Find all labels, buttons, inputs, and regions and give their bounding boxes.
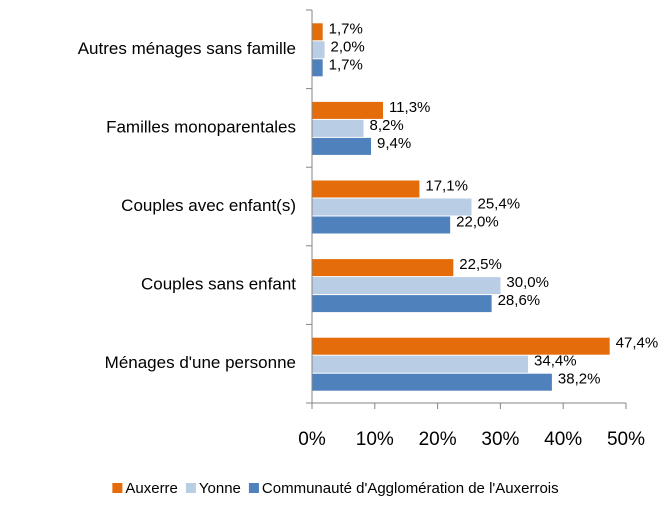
legend-swatch <box>185 483 196 493</box>
legend-swatch <box>248 483 259 493</box>
x-tick-label: 50% <box>607 429 645 450</box>
legend-label: Yonne <box>199 480 241 497</box>
category-label: Ménages d'une personne <box>105 353 296 372</box>
bar <box>312 216 451 234</box>
bar <box>312 373 552 391</box>
value-label: 11,3% <box>389 99 430 116</box>
value-label: 28,6% <box>498 292 541 309</box>
value-label: 22,0% <box>456 213 499 230</box>
value-label: 30,0% <box>506 274 549 291</box>
category-label: Couples avec enfant(s) <box>121 196 296 215</box>
bar <box>312 295 492 313</box>
legend-label: Communauté d'Agglomération de l'Auxerroi… <box>262 480 559 497</box>
bar <box>312 119 364 137</box>
bar <box>312 277 501 295</box>
value-label: 25,4% <box>478 195 521 212</box>
legend-label: Auxerre <box>125 480 178 497</box>
category-label: Autres ménages sans famille <box>78 39 296 58</box>
value-label: 34,4% <box>534 353 577 370</box>
value-label: 1,7% <box>329 20 363 37</box>
x-tick-label: 20% <box>419 429 457 450</box>
value-label: 8,2% <box>369 117 403 134</box>
category-label: Couples sans enfant <box>141 275 296 294</box>
legend-swatch <box>112 483 123 493</box>
bar <box>312 41 325 59</box>
bar <box>312 137 372 155</box>
value-label: 17,1% <box>425 177 468 194</box>
value-label: 9,4% <box>377 135 411 152</box>
value-label: 2,0% <box>331 38 365 55</box>
bar <box>312 198 472 216</box>
bar <box>312 259 454 277</box>
bar <box>312 180 420 198</box>
value-label: 47,4% <box>616 335 659 352</box>
bar <box>312 59 323 77</box>
category-label: Familles monoparentales <box>106 117 296 136</box>
value-label: 22,5% <box>459 256 502 273</box>
value-label: 38,2% <box>558 371 601 388</box>
bar <box>312 337 610 355</box>
bar <box>312 101 383 119</box>
legend: Auxerre Yonne Communauté d'Agglomération d… <box>112 480 559 497</box>
x-tick-label: 40% <box>544 429 582 450</box>
x-tick-label: 10% <box>356 429 394 450</box>
x-tick-label: 30% <box>481 429 519 450</box>
bar <box>312 23 323 41</box>
value-label: 1,7% <box>329 56 363 73</box>
bar <box>312 355 529 373</box>
x-tick-label: 0% <box>298 429 326 450</box>
